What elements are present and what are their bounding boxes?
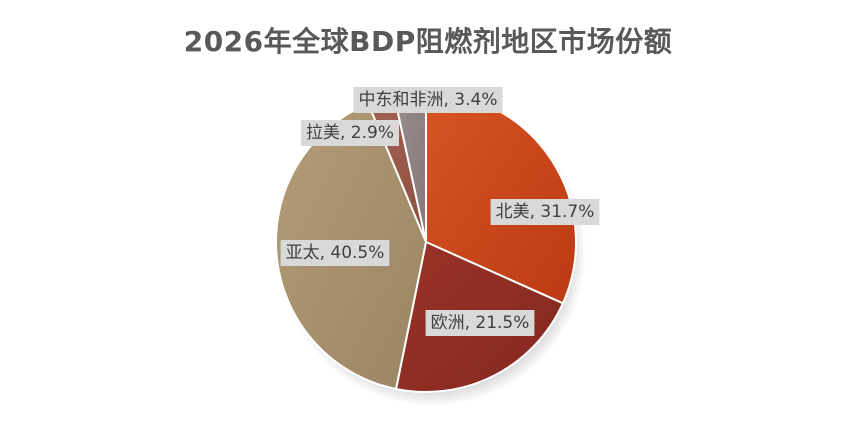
data-label-text-4: 中东和非洲, 3.4%	[359, 90, 498, 110]
data-label-text-3: 拉美, 2.9%	[306, 123, 394, 143]
data-label-bg-1	[425, 310, 535, 336]
data-label-bg-3	[301, 120, 399, 146]
data-label-2: 亚太, 40.5%	[280, 240, 390, 266]
data-label-text-2: 亚太, 40.5%	[286, 243, 385, 263]
data-label-text-0: 北美, 31.7%	[496, 202, 595, 222]
data-label-3: 拉美, 2.9%	[301, 120, 399, 146]
data-label-bg-4	[353, 87, 503, 113]
data-label-0: 北美, 31.7%	[490, 199, 600, 225]
data-label-bg-0	[490, 199, 600, 225]
data-label-4: 中东和非洲, 3.4%	[353, 87, 503, 113]
chart-title: 2026年全球BDP阻燃剂地区市场份额	[183, 25, 673, 58]
data-label-text-1: 欧洲, 21.5%	[431, 313, 530, 333]
data-label-1: 欧洲, 21.5%	[425, 310, 535, 336]
data-label-bg-2	[280, 240, 390, 266]
